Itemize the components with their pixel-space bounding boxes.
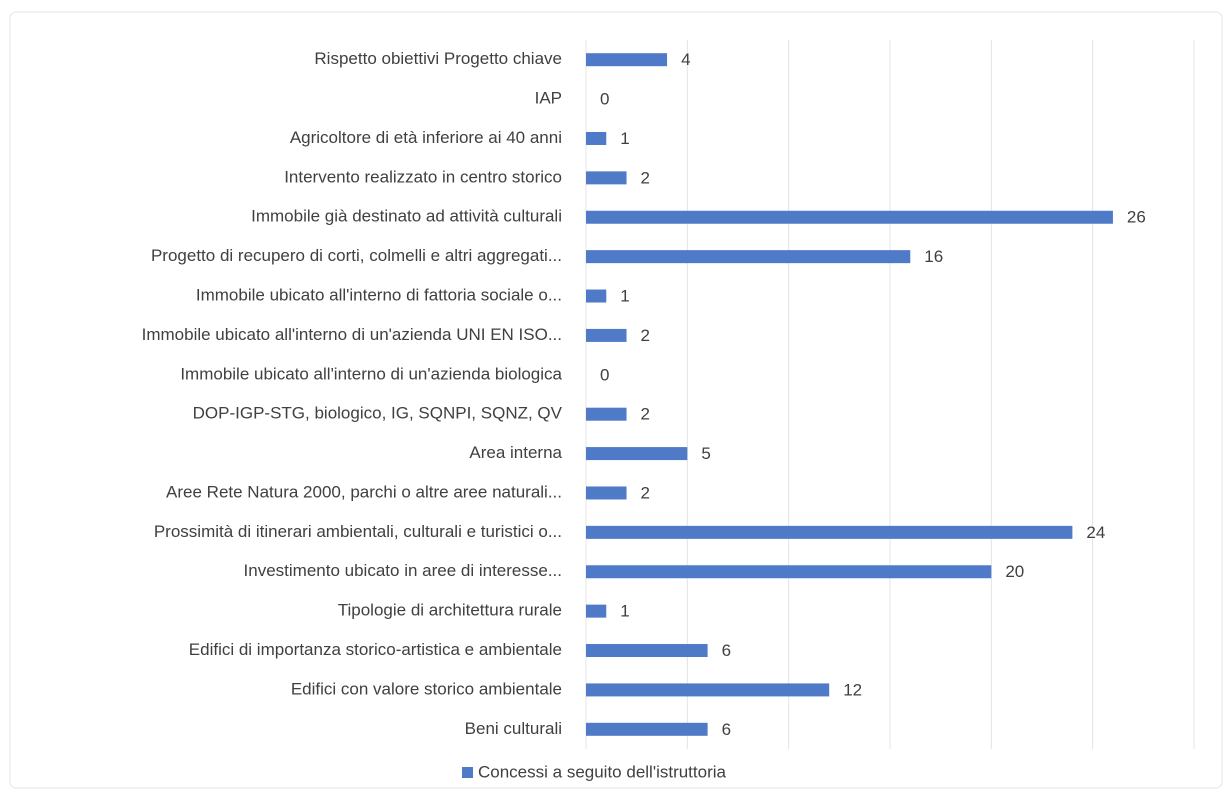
y-tick-label: Immobile ubicato all'interno di fattoria…: [196, 286, 562, 305]
data-label: 4: [681, 50, 690, 69]
y-tick-label: Intervento realizzato in centro storico: [284, 167, 562, 186]
y-tick-label: Progetto di recupero di corti, colmelli …: [151, 246, 562, 265]
y-tick-label: Aree Rete Natura 2000, parchi o altre ar…: [166, 482, 562, 501]
bar: [586, 447, 688, 461]
y-tick-label: Rispetto obiettivi Progetto chiave: [314, 49, 562, 68]
y-tick-label: DOP-IGP-STG, biologico, IG, SQNPI, SQNZ,…: [193, 404, 563, 423]
y-tick-label: Prossimità di itinerari ambientali, cult…: [154, 522, 562, 541]
bar: [586, 683, 830, 697]
data-label: 5: [701, 444, 710, 463]
bar: [586, 289, 607, 303]
data-label: 6: [722, 641, 731, 660]
y-tick-label: Immobile ubicato all'interno di un'azien…: [142, 325, 562, 344]
data-label: 2: [641, 168, 650, 187]
data-label: 2: [641, 326, 650, 345]
y-tick-label: IAP: [535, 89, 562, 108]
bar: [586, 407, 627, 421]
bar: [586, 250, 911, 264]
data-label: 24: [1086, 523, 1105, 542]
y-tick-label: Area interna: [469, 443, 562, 462]
chart-border: [9, 11, 1223, 789]
y-tick-label: Edifici di importanza storico-artistica …: [189, 640, 562, 659]
data-label: 1: [620, 602, 629, 621]
data-label: 1: [620, 287, 629, 306]
bar: [586, 565, 992, 579]
data-label: 16: [924, 247, 943, 266]
bar: [586, 486, 627, 500]
legend-label: Concessi a seguito dell'istruttoria: [478, 762, 727, 781]
legend-swatch: [462, 767, 473, 778]
y-tick-label: Investimento ubicato in aree di interess…: [244, 561, 562, 580]
y-tick-label: Immobile ubicato all'interno di un'azien…: [180, 364, 562, 383]
data-label: 0: [600, 365, 609, 384]
data-label: 1: [620, 129, 629, 148]
y-tick-label: Beni culturali: [465, 719, 562, 738]
y-tick-label: Immobile già destinato ad attività cultu…: [251, 207, 562, 226]
bar: [586, 131, 607, 145]
bar: [586, 210, 1113, 224]
bar: [586, 525, 1073, 539]
y-tick-label: Edifici con valore storico ambientale: [291, 679, 562, 698]
data-label: 6: [722, 720, 731, 739]
bar: [586, 171, 627, 185]
bar: [586, 604, 607, 618]
bar: [586, 644, 708, 658]
bar: [586, 722, 708, 736]
data-label: 12: [843, 680, 862, 699]
data-label: 0: [600, 90, 609, 109]
data-label: 20: [1005, 562, 1024, 581]
y-tick-label: Agricoltore di età inferiore ai 40 anni: [290, 128, 562, 147]
data-label: 26: [1127, 208, 1146, 227]
bar: [586, 328, 627, 342]
data-label: 2: [641, 405, 650, 424]
bar: [586, 53, 668, 67]
y-tick-label: Tipologie di architettura rurale: [338, 601, 562, 620]
data-label: 2: [641, 483, 650, 502]
